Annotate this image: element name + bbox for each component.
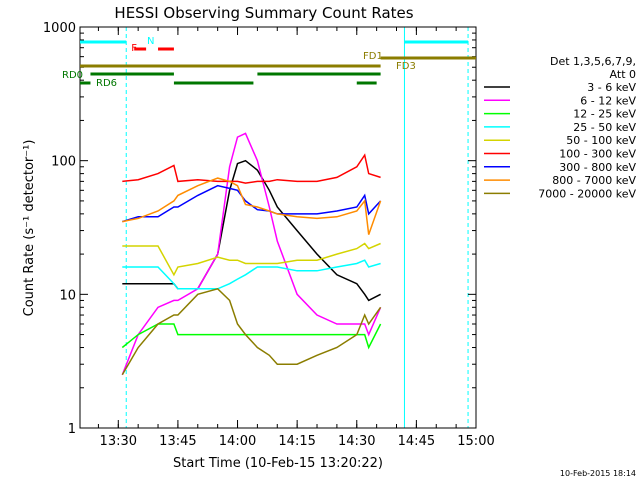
legend-title-line-2: Att 0 <box>610 68 636 81</box>
annotation-label-5: RD6 <box>96 78 117 89</box>
x-tick-label-2: 14:00 <box>219 434 256 449</box>
y-axis-label: Count Rate (s⁻¹ detector⁻¹) <box>22 140 37 317</box>
legend-entry-8: 7000 - 20000 keV <box>538 187 636 200</box>
legend-entry-1: 6 - 12 keV <box>580 94 636 107</box>
series-line-4 <box>122 242 381 277</box>
annotation-label-0: N <box>147 36 154 47</box>
legend-entry-6: 300 - 800 keV <box>559 161 636 174</box>
x-tick-label-1: 13:45 <box>159 434 196 449</box>
legend-entry-7: 800 - 7000 keV <box>552 174 636 187</box>
x-tick-label-6: 15:00 <box>457 434 494 449</box>
series-line-2 <box>121 323 382 350</box>
series-line-8 <box>121 287 382 376</box>
legend-title-line-1: Det 1,3,5,6,7,9, <box>550 55 636 68</box>
annotation-label-3: FD3 <box>396 61 416 72</box>
mode-annotations: NF FD1 FD3 RD0 RD6 <box>62 36 476 89</box>
legend-entry-2: 12 - 25 keV <box>573 108 636 121</box>
series-line-3 <box>122 259 381 290</box>
x-tick-label-5: 14:45 <box>398 434 435 449</box>
x-tick-label-4: 14:30 <box>338 434 375 449</box>
y-tick-label-1: 10 <box>59 288 76 303</box>
series-line-7 <box>122 177 382 235</box>
y-tick-label-0: 1 <box>68 422 76 437</box>
x-axis-label: Start Time (10-Feb-15 13:20:22) <box>173 456 383 471</box>
annotation-label-2: FD1 <box>363 51 383 62</box>
legend-entry-3: 25 - 50 keV <box>573 121 636 134</box>
chart-title: HESSI Observing Summary Count Rates <box>114 4 413 22</box>
x-tick-label-3: 14:15 <box>278 434 315 449</box>
x-tick-label-0: 13:30 <box>100 434 137 449</box>
legend-entry-0: 3 - 6 keV <box>587 81 636 94</box>
plot-area <box>79 27 469 428</box>
annotation-label-4: RD0 <box>62 70 83 81</box>
series-line-5 <box>122 153 381 184</box>
annotation-label-1: F <box>131 43 137 54</box>
y-tick-label-2: 100 <box>51 155 76 170</box>
y-tick-label-3: 1000 <box>43 21 76 36</box>
plot-frame <box>79 26 477 429</box>
legend-entry-5: 100 - 300 keV <box>559 148 636 161</box>
axis-ticks: 13:30 13:45 14:00 14:15 14:30 14:45 15:00 1 10 10… <box>43 21 495 449</box>
legend-entry-4: 50 - 100 keV <box>566 134 636 147</box>
series-line-6 <box>122 184 382 223</box>
footer-timestamp: 10-Feb-2015 18:14 <box>560 469 636 478</box>
series-line-1 <box>121 132 382 376</box>
